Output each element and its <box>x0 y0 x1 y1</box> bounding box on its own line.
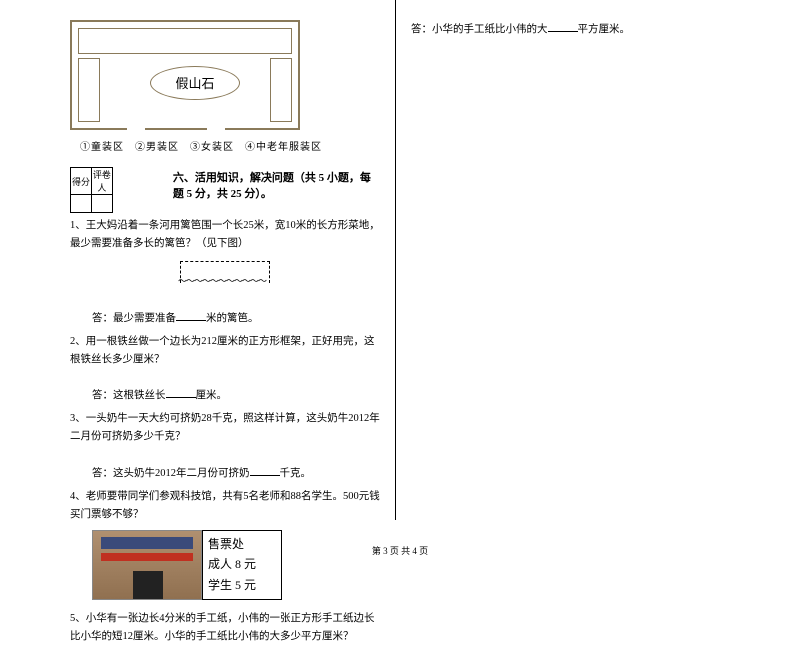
a2-blank <box>166 386 196 398</box>
a3-suffix: 千克。 <box>280 468 312 479</box>
answer-2: 答：这根铁丝长 厘米。 <box>92 386 380 402</box>
answer-1: 答：最少需要准备 米的篱笆。 <box>92 309 380 325</box>
a1-blank <box>176 309 206 321</box>
score-row: 得分 评卷人 六、活用知识，解决问题（共 5 小题，每题 5 分，共 25 分）… <box>70 167 380 213</box>
zone-left <box>78 58 100 122</box>
answer-3: 答：这头奶牛2012年二月份可挤奶 千克。 <box>92 464 380 480</box>
a5-prefix: 答：小华的手工纸比小伟的大 <box>411 24 548 35</box>
section-6-title: 六、活用知识，解决问题（共 5 小题，每题 5 分，共 25 分）。 <box>173 167 380 201</box>
score-cell-2 <box>91 195 112 213</box>
ticket-student: 学生 5 元 <box>208 575 276 595</box>
river-wave: ～～～～～～～～～～～ <box>178 274 272 287</box>
page-footer: 第 3 页 共 4 页 <box>0 544 800 557</box>
a1-prefix: 答：最少需要准备 <box>92 313 176 324</box>
door-gap-1 <box>127 126 145 130</box>
building-door <box>133 571 163 599</box>
a2-prefix: 答：这根铁丝长 <box>92 390 166 401</box>
question-1: 1、王大妈沿着一条河用篱笆围一个长25米，宽10米的长方形菜地，最少需要准备多长… <box>70 217 380 253</box>
zone-right <box>270 58 292 122</box>
page: 假山石 ①童装区 ②男装区 ③女装区 ④中老年服装区 得分 评卷人 <box>0 0 800 565</box>
a5-blank <box>548 20 578 32</box>
question-3: 3、一头奶牛一天大约可挤奶28千克，照这样计算，这头奶牛2012年二月份可挤奶多… <box>70 410 380 446</box>
ticket-adult: 成人 8 元 <box>208 554 276 574</box>
diagram-legend: ①童装区 ②男装区 ③女装区 ④中老年服装区 <box>80 138 380 153</box>
fence-top <box>180 261 270 262</box>
a5-suffix: 平方厘米。 <box>578 24 631 35</box>
q1-diagram: ～～～～～～～～～～～ <box>180 261 270 291</box>
left-column: 假山石 ①童装区 ②男装区 ③女装区 ④中老年服装区 得分 评卷人 <box>0 0 395 520</box>
floor-plan-diagram: 假山石 <box>70 20 300 130</box>
score-header-1: 得分 <box>71 168 92 195</box>
door-gap-2 <box>207 126 225 130</box>
score-cell-1 <box>71 195 92 213</box>
a3-prefix: 答：这头奶牛2012年二月份可挤奶 <box>92 468 250 479</box>
a2-suffix: 厘米。 <box>196 390 228 401</box>
two-column-layout: 假山石 ①童装区 ②男装区 ③女装区 ④中老年服装区 得分 评卷人 <box>0 0 800 520</box>
question-2: 2、用一根铁丝做一个边长为212厘米的正方形框架，正好用完，这根铁丝长多少厘米？ <box>70 333 380 369</box>
score-table: 得分 评卷人 <box>70 167 113 213</box>
a3-blank <box>250 464 280 476</box>
score-header-2: 评卷人 <box>91 168 112 195</box>
question-4: 4、老师要带同学们参观科技馆，共有5名老师和88名学生。500元钱买门票够不够？ <box>70 488 380 524</box>
zone-top <box>78 28 292 54</box>
answer-5: 答：小华的手工纸比小伟的大 平方厘米。 <box>411 20 760 39</box>
question-5: 5、小华有一张边长4分米的手工纸，小伟的一张正方形手工纸边长比小华的短12厘米。… <box>70 610 380 645</box>
rock-oval: 假山石 <box>150 66 240 100</box>
right-column: 答：小华的手工纸比小伟的大 平方厘米。 <box>395 0 790 520</box>
a1-suffix: 米的篱笆。 <box>206 313 259 324</box>
